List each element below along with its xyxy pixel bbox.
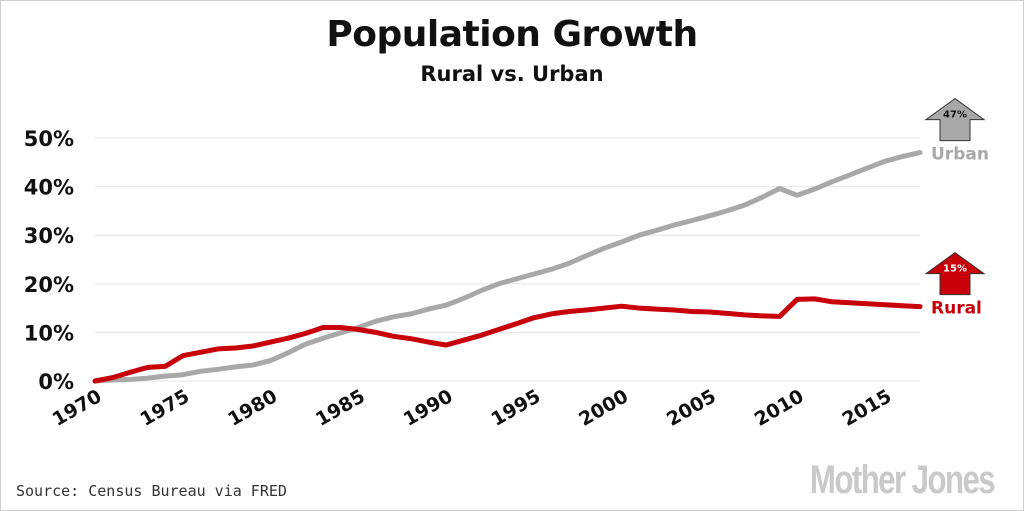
- series-label-urban: Urban: [931, 145, 989, 165]
- series-lines: [92, 150, 923, 384]
- y-tick-label: 10%: [24, 321, 74, 345]
- x-tick-label: 1975: [136, 385, 193, 430]
- x-axis-ticks: 1970 1975 1980 1985 1990 1995 2000 2005 2010 2015: [49, 385, 896, 430]
- x-tick-label: 1980: [224, 385, 281, 430]
- chart-subtitle: Rural vs. Urban: [420, 62, 604, 86]
- chart-title: Population Growth: [326, 14, 698, 55]
- series-end-markers: Urban 47% Rural 15%: [924, 97, 989, 319]
- series-line-urban: [92, 150, 923, 384]
- x-tick-label: 1995: [488, 385, 545, 430]
- x-tick-label: 2000: [575, 385, 632, 430]
- y-tick-label: 50%: [24, 127, 74, 151]
- series-label-rural: Rural: [931, 299, 982, 319]
- x-tick-label: 1990: [400, 385, 457, 430]
- y-tick-label: 30%: [24, 224, 74, 248]
- x-tick-label: 2005: [663, 385, 720, 430]
- arrow-icon-rural: [924, 252, 986, 296]
- y-tick-label: 20%: [24, 273, 74, 297]
- series-line-rural: [92, 296, 923, 384]
- y-tick-label: 0%: [38, 370, 74, 394]
- arrow-value-rural: 15%: [943, 264, 967, 275]
- x-tick-label: 2010: [751, 385, 808, 430]
- arrow-value-urban: 47%: [943, 110, 967, 121]
- y-axis-ticks: 0% 10% 20% 30% 40% 50%: [24, 127, 74, 394]
- arrow-icon-urban: [924, 97, 986, 142]
- x-tick-label: 2015: [839, 385, 896, 430]
- brand-logo: Mother Jones: [809, 458, 996, 502]
- source-note: Source: Census Bureau via FRED: [16, 482, 287, 500]
- x-tick-label: 1985: [312, 385, 369, 430]
- y-tick-label: 40%: [24, 176, 74, 200]
- gridlines: [95, 137, 920, 382]
